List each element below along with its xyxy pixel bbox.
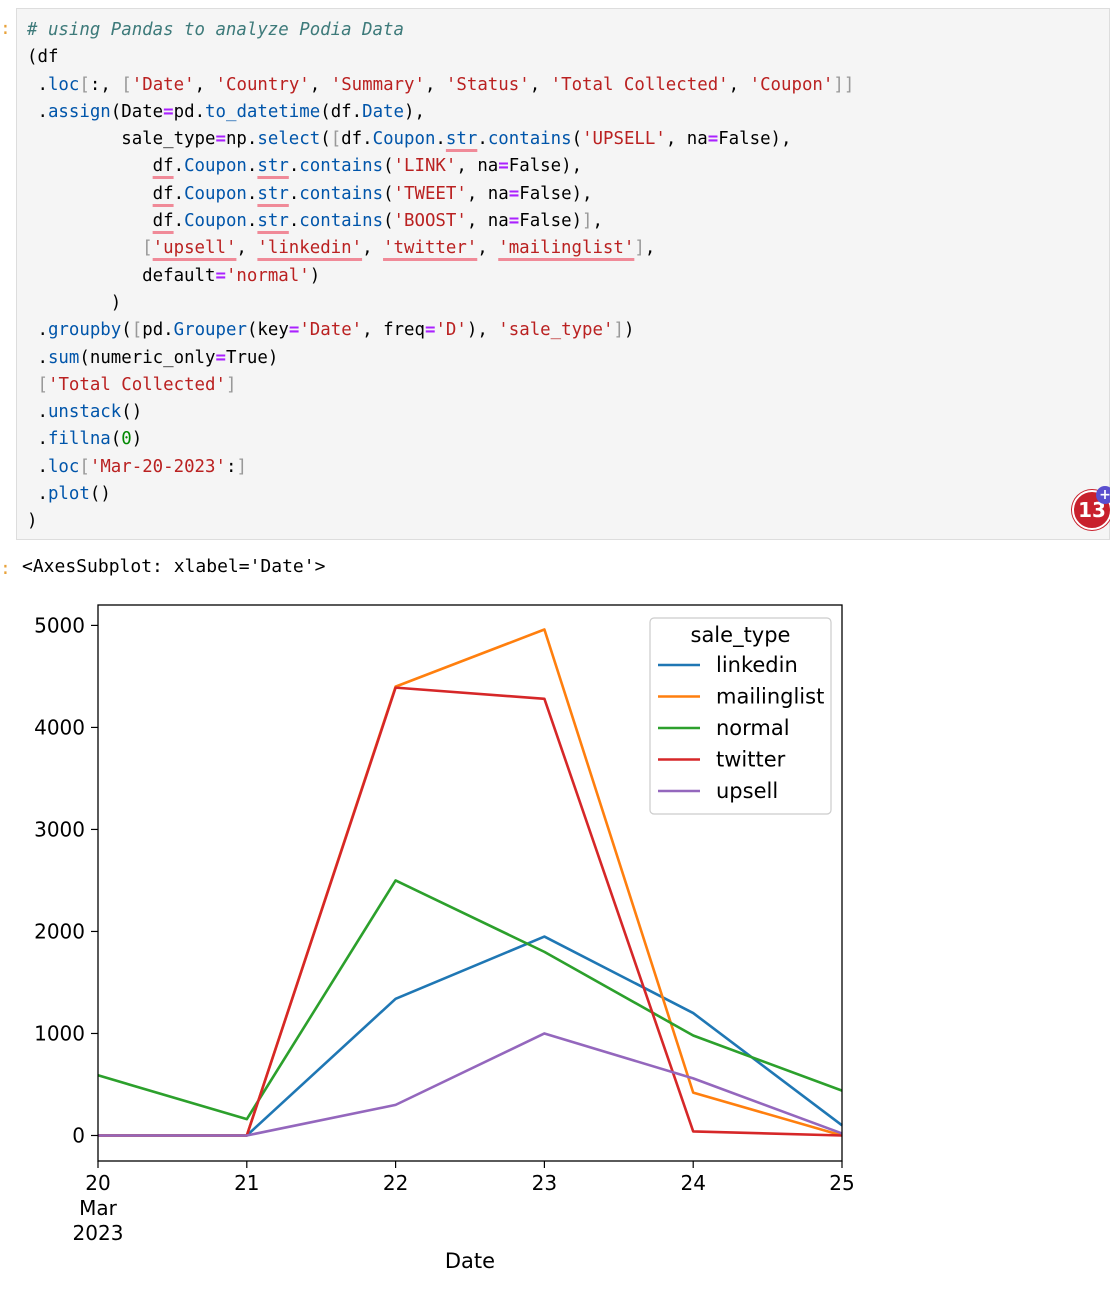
- code-line: ['upsell', 'linkedin', 'twitter', 'maili…: [142, 238, 656, 259]
- x-date-sublabel: Mar: [79, 1196, 118, 1220]
- cell-output-text: <AxesSubplot: xlabel='Date'>: [22, 556, 326, 577]
- legend: sale_type linkedin mailinglist normal twitte…: [649, 617, 832, 815]
- x-tick-label: 25: [829, 1171, 854, 1195]
- code-line: .assign(Date=pd.to_datetime(df.Date),: [27, 101, 425, 122]
- line-chart: 0 1000 2000 3000 4000 5000 20 21 22 23 24 25 Mar202…: [34, 604, 855, 1273]
- code-line: ['Total Collected']: [37, 374, 237, 395]
- code-line: .unstack(): [27, 402, 143, 423]
- code-line: df.Coupon.str.contains('BOOST', na=False…: [152, 211, 604, 232]
- code-line: (df: [27, 47, 59, 68]
- code-line: ): [27, 511, 38, 532]
- plus-icon[interactable]: +: [1096, 486, 1110, 504]
- y-tick-label: 3000: [34, 817, 85, 841]
- badge-plus-label: +: [1099, 487, 1110, 503]
- code-line: .loc[:, ['Date', 'Country', 'Summary', '…: [27, 74, 855, 95]
- x-tick-label: 23: [532, 1171, 557, 1195]
- legend-entry-linkedin: linkedin: [716, 653, 798, 677]
- plot-area: [97, 628, 843, 1137]
- legend-entry-twitter: twitter: [716, 748, 786, 772]
- y-tick-label: 1000: [34, 1021, 85, 1045]
- series-line-upsell: [98, 1032, 843, 1137]
- series-line-normal: [97, 879, 843, 1121]
- legend-entry-mailinglist: mailinglist: [716, 685, 824, 709]
- code-line: ): [27, 292, 122, 313]
- x-tick-label: 22: [383, 1171, 408, 1195]
- code-line: .fillna(0): [27, 429, 143, 450]
- series-line-linkedin: [98, 935, 843, 1137]
- input-prompt-marker: :: [0, 18, 11, 39]
- code-line: df.Coupon.str.contains('LINK', na=False)…: [152, 156, 583, 177]
- code-cell[interactable]: # using Pandas to analyze Podia Data (df…: [16, 8, 1110, 540]
- legend-entry-normal: normal: [716, 716, 790, 740]
- y-tick-label: 0: [72, 1123, 85, 1147]
- axes-frame: [97, 604, 843, 1162]
- y-tick-label: 2000: [34, 919, 85, 943]
- x-tick-label: 21: [234, 1171, 259, 1195]
- x-tick-label: 24: [680, 1171, 705, 1195]
- code-line: # using Pandas to analyze Podia Data: [27, 20, 404, 40]
- legend-entry-upsell: upsell: [716, 779, 778, 803]
- code-line: .plot(): [27, 484, 111, 505]
- legend-box: [649, 617, 832, 815]
- output-prompt-marker: :: [0, 558, 11, 579]
- code-line: .loc['Mar-20-2023':]: [27, 456, 247, 477]
- x-axis-label: Date: [445, 1249, 495, 1273]
- code-editor[interactable]: # using Pandas to analyze Podia Data (df…: [17, 9, 1109, 536]
- y-axis: 0 1000 2000 3000 4000 5000: [34, 613, 98, 1147]
- y-tick-label: 4000: [34, 715, 85, 739]
- code-line: sale_type=np.select([df.Coupon.str.conta…: [27, 129, 792, 150]
- x-tick-label: 20: [85, 1171, 110, 1195]
- code-line: .sum(numeric_only=True): [27, 347, 279, 368]
- legend-title: sale_type: [691, 623, 791, 648]
- x-date-sublabel: 2023: [73, 1221, 124, 1245]
- code-line: default='normal'): [27, 265, 321, 286]
- code-line: .groupby([pd.Grouper(key='Date', freq='D…: [27, 320, 635, 341]
- y-tick-label: 5000: [34, 613, 85, 637]
- code-line: df.Coupon.str.contains('TWEET', na=False…: [152, 183, 593, 204]
